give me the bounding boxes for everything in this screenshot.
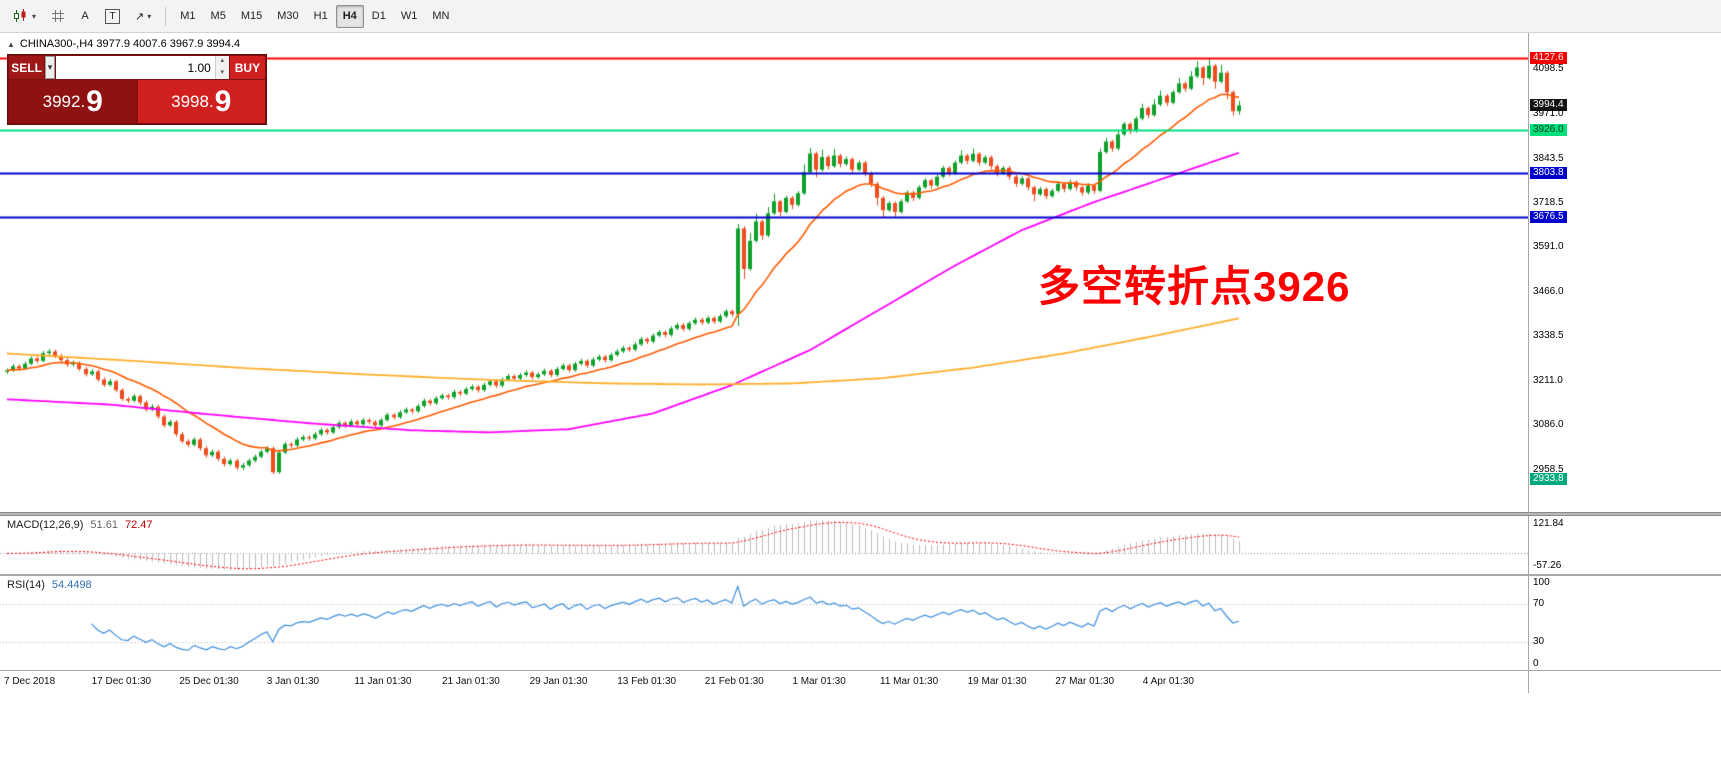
time-axis-label: 19 Mar 01:30 bbox=[967, 676, 1027, 687]
macd-label: MACD(12,26,9) bbox=[7, 519, 84, 531]
price-axis-label: 2958.5 bbox=[1533, 464, 1564, 476]
macd-scale[interactable]: 121.84 -57.26 bbox=[1528, 516, 1721, 574]
price-scale[interactable]: 4127.6 4098.5 3994.4 3971.0 3926.0 3843.5 3803… bbox=[1528, 33, 1721, 512]
time-axis-label: 27 Mar 01:30 bbox=[1055, 676, 1115, 687]
timeframe-m1[interactable]: M1 bbox=[180, 10, 196, 22]
chart-annotation-text: 多空转折点3926 bbox=[1038, 263, 1351, 310]
dropdown-caret-icon: ▾ bbox=[147, 11, 152, 21]
rsi-canvas[interactable] bbox=[0, 576, 1528, 670]
time-axis-label: 7 Dec 2018 bbox=[4, 676, 56, 687]
volume-field: ▴ ▾ bbox=[55, 56, 229, 79]
macd-axis-max: 121.84 bbox=[1533, 518, 1564, 529]
drawing-tools-group: ▾ A T ↗ ▾ bbox=[6, 5, 158, 28]
volume-input[interactable] bbox=[55, 56, 215, 79]
grid-icon[interactable] bbox=[44, 5, 72, 28]
sell-price-big-digit: 9 bbox=[86, 84, 103, 118]
trendline-arrow-icon: ↗ bbox=[135, 10, 145, 23]
rsi-axis-label: 0 bbox=[1533, 658, 1539, 669]
time-axis-label: 25 Dec 01:30 bbox=[179, 676, 239, 687]
time-axis-label: 1 Mar 01:30 bbox=[792, 676, 846, 687]
rsi-axis-label: 100 bbox=[1533, 577, 1550, 588]
one-click-trade-panel: SELL ▾ ▴ ▾ BUY 3992.9 3998.9 bbox=[7, 54, 267, 125]
price-level-badge: 4127.6 bbox=[1530, 52, 1567, 65]
price-axis-label: 3211.0 bbox=[1533, 375, 1563, 387]
symbol-ohlc-header: ▲ CHINA300-,H4 3977.9 4007.6 3967.9 3994… bbox=[7, 38, 240, 50]
chart-candles-icon[interactable]: ▾ bbox=[6, 5, 43, 28]
buy-price-main: 3998. bbox=[171, 91, 214, 111]
timeframe-m30[interactable]: M30 bbox=[277, 10, 299, 22]
price-axis-label: 3843.5 bbox=[1533, 152, 1564, 164]
sell-price-main: 3992. bbox=[42, 91, 86, 111]
timeframe-mn[interactable]: MN bbox=[432, 10, 450, 22]
dropdown-caret-icon: ▾ bbox=[32, 11, 37, 21]
price-axis-label: 3718.5 bbox=[1533, 196, 1564, 208]
time-axis-label: 4 Apr 01:30 bbox=[1142, 676, 1194, 687]
price-level-badge: 3994.4 bbox=[1530, 99, 1567, 112]
macd-value-signal: 72.47 bbox=[124, 519, 153, 531]
sell-button[interactable]: SELL bbox=[9, 56, 45, 79]
price-level-badge: 3926.0 bbox=[1530, 123, 1567, 136]
time-axis-label: 3 Jan 01:30 bbox=[266, 676, 320, 687]
oneclick-collapse-icon[interactable]: ▲ bbox=[7, 39, 15, 49]
time-axis[interactable]: 7 Dec 2018 17 Dec 01:30 25 Dec 01:30 3 Jan … bbox=[0, 670, 1721, 693]
time-axis-label: 11 Jan 01:30 bbox=[354, 676, 412, 687]
bottom-spacer bbox=[0, 693, 1721, 759]
trade-options-caret-icon[interactable]: ▾ bbox=[45, 56, 55, 79]
buy-button[interactable]: BUY bbox=[229, 56, 265, 79]
price-axis-label: 4098.5 bbox=[1533, 62, 1564, 74]
macd-panel: MACD(12,26,9) 51.61 72.47 121.84 -57.26 bbox=[0, 516, 1721, 574]
rsi-scale[interactable]: 100 70 30 0 bbox=[1528, 576, 1721, 670]
timeframe-h1[interactable]: H1 bbox=[313, 10, 328, 22]
buy-price-big-digit: 9 bbox=[214, 84, 232, 118]
price-axis-label: 3591.0 bbox=[1533, 241, 1564, 253]
volume-up-button[interactable]: ▴ bbox=[215, 56, 229, 68]
price-axis-label: 3466.0 bbox=[1533, 285, 1564, 297]
rsi-label: RSI(14) bbox=[7, 579, 45, 591]
time-axis-corner bbox=[1528, 671, 1721, 693]
timeframe-d1[interactable]: D1 bbox=[371, 10, 386, 22]
price-axis-label: 3971.0 bbox=[1533, 107, 1564, 119]
volume-down-button[interactable]: ▾ bbox=[215, 67, 229, 79]
panel-resize-separator[interactable] bbox=[0, 574, 1721, 576]
macd-value-main: 51.61 bbox=[90, 519, 118, 531]
textbox-icon: T bbox=[105, 8, 121, 24]
buy-price[interactable]: 3998. 9 bbox=[137, 80, 265, 123]
macd-canvas[interactable] bbox=[0, 516, 1528, 574]
main-toolbar: ▾ A T ↗ ▾ M1 M5 M15 M30 H1 H4 D1 W1 MN bbox=[0, 0, 1721, 33]
macd-label-row: MACD(12,26,9) 51.61 72.47 bbox=[7, 519, 152, 531]
timeframe-w1[interactable]: W1 bbox=[400, 10, 418, 22]
rsi-value: 54.4498 bbox=[51, 579, 92, 591]
price-axis-label: 3086.0 bbox=[1533, 419, 1564, 431]
toolbar-separator bbox=[165, 6, 167, 26]
textbox-icon[interactable]: T bbox=[98, 5, 127, 28]
trendline-arrow-icon[interactable]: ↗ ▾ bbox=[128, 5, 158, 28]
time-axis-label: 21 Feb 01:30 bbox=[704, 676, 764, 687]
timeframe-m15[interactable]: M15 bbox=[240, 10, 263, 22]
time-axis-label: 29 Jan 01:30 bbox=[529, 676, 588, 687]
text-annotation-icon: A bbox=[81, 10, 89, 22]
chart-panel: ▲ CHINA300-,H4 3977.9 4007.6 3967.9 3994… bbox=[0, 33, 1721, 512]
time-axis-label: 11 Mar 01:30 bbox=[880, 676, 939, 687]
timeframe-group: M1 M5 M15 M30 H1 H4 D1 W1 MN bbox=[173, 4, 456, 28]
price-level-badge: 3676.5 bbox=[1530, 211, 1567, 224]
price-level-badge: 2933.8 bbox=[1530, 472, 1567, 485]
time-axis-label: 13 Feb 01:30 bbox=[617, 676, 677, 687]
price-axis-label: 3338.5 bbox=[1533, 330, 1564, 342]
time-axis-label: 17 Dec 01:30 bbox=[91, 676, 152, 687]
timeframe-m5[interactable]: M5 bbox=[210, 10, 226, 22]
text-annotation-icon[interactable]: A bbox=[73, 5, 97, 28]
timeframe-h4[interactable]: H4 bbox=[335, 4, 364, 28]
rsi-label-row: RSI(14) 54.4498 bbox=[7, 579, 92, 591]
rsi-axis-label: 70 bbox=[1533, 598, 1545, 610]
time-axis-label: 21 Jan 01:30 bbox=[442, 676, 500, 687]
rsi-axis-label: 30 bbox=[1533, 635, 1545, 647]
sell-price[interactable]: 3992. 9 bbox=[9, 80, 137, 123]
panel-resize-separator[interactable] bbox=[0, 512, 1721, 516]
volume-stepper: ▴ ▾ bbox=[214, 56, 229, 79]
rsi-panel: RSI(14) 54.4498 100 70 30 0 bbox=[0, 576, 1721, 670]
symbol-ohlc-text: CHINA300-,H4 3977.9 4007.6 3967.9 3994.4 bbox=[19, 38, 241, 50]
macd-axis-min: -57.26 bbox=[1533, 560, 1562, 571]
price-level-badge: 3803.8 bbox=[1530, 166, 1567, 179]
